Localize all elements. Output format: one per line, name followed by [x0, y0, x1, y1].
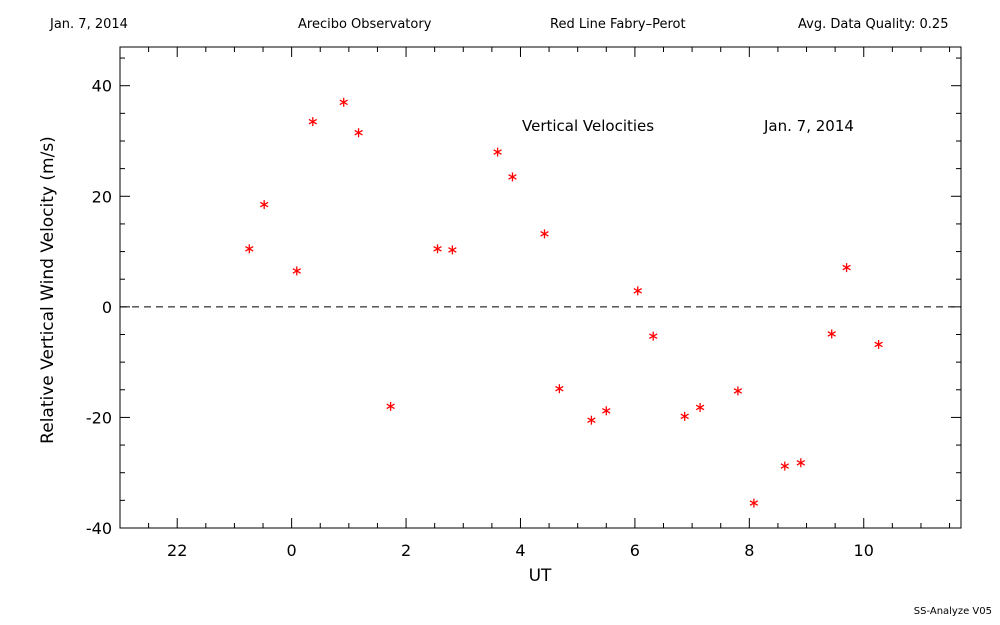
data-point	[493, 147, 502, 157]
data-point	[827, 329, 836, 339]
data-point	[259, 200, 269, 210]
data-point	[354, 128, 363, 138]
chart-title: Vertical Velocities	[522, 117, 654, 135]
data-point	[448, 245, 457, 255]
data-point	[587, 415, 596, 425]
x-axis-label: UT	[529, 566, 552, 586]
y-tick-label: -20	[86, 408, 112, 427]
data-point	[602, 406, 611, 416]
data-point	[648, 331, 658, 341]
y-tick-label: 40	[92, 77, 112, 96]
data-point	[555, 384, 564, 394]
header-instrument: Red Line Fabry–Perot	[550, 17, 686, 32]
x-tick-label: 6	[630, 541, 640, 560]
data-point	[874, 339, 883, 349]
data-point	[633, 286, 642, 296]
x-tick-label: 22	[167, 541, 187, 560]
data-point	[433, 244, 442, 254]
data-point	[733, 386, 743, 396]
data-point	[386, 401, 395, 411]
chart-date-label: Jan. 7, 2014	[763, 117, 854, 135]
data-point	[540, 229, 549, 239]
header-date: Jan. 7, 2014	[50, 17, 128, 32]
data-point	[292, 266, 302, 276]
data-point	[780, 461, 790, 471]
software-version: SS-Analyze V05	[913, 606, 992, 617]
data-points	[245, 97, 883, 508]
x-tick-label: 0	[287, 541, 297, 560]
y-tick-label: -40	[86, 519, 112, 538]
x-tick-label: 2	[401, 541, 411, 560]
x-tick-label: 8	[744, 541, 754, 560]
y-tick-label: 20	[92, 187, 112, 206]
data-point	[842, 263, 851, 273]
data-point	[339, 97, 348, 107]
x-tick-label: 10	[854, 541, 874, 560]
data-point	[308, 117, 318, 127]
plot-frame	[119, 46, 962, 529]
data-point	[749, 498, 759, 508]
y-tick-label: 0	[102, 298, 112, 317]
header-observatory: Arecibo Observatory	[298, 17, 432, 32]
data-point	[508, 172, 517, 182]
header-quality: Avg. Data Quality: 0.25	[798, 17, 949, 32]
x-tick-label: 4	[515, 541, 525, 560]
axes: 22 0 2 4 6 8 10 40 20 0 -20 -40	[86, 46, 962, 560]
data-point	[695, 402, 705, 412]
y-axis-label: Relative Vertical Wind Velocity (m/s)	[38, 136, 58, 444]
data-point	[680, 411, 689, 421]
data-point	[796, 458, 806, 468]
data-point	[245, 244, 254, 254]
